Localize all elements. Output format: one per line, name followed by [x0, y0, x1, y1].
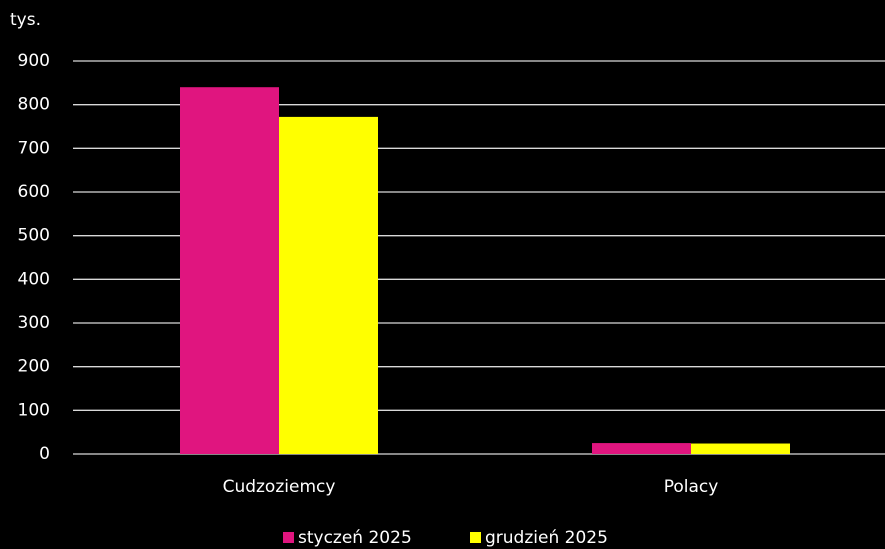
- y-tick-label: 800: [18, 95, 50, 115]
- y-tick-label: 500: [18, 226, 50, 246]
- x-tick-label: Cudzoziemcy: [223, 477, 336, 497]
- y-tick-label: 600: [18, 182, 50, 202]
- y-tick-label: 200: [18, 357, 50, 377]
- y-tick-label: 100: [18, 400, 50, 420]
- y-tick-label: 700: [18, 138, 50, 158]
- y-axis-label: tys.: [10, 10, 41, 30]
- legend-label: styczeń 2025: [298, 528, 412, 548]
- bar: [691, 443, 790, 454]
- y-tick-label: 900: [18, 51, 50, 71]
- legend-swatch: [283, 532, 294, 543]
- y-tick-label: 0: [39, 444, 50, 464]
- x-tick-label: Polacy: [664, 477, 719, 497]
- y-tick-label: 400: [18, 269, 50, 289]
- legend-label: grudzień 2025: [485, 528, 608, 548]
- y-tick-label: 300: [18, 313, 50, 333]
- legend-swatch: [470, 532, 481, 543]
- bar: [279, 116, 378, 454]
- bar: [180, 87, 279, 454]
- bar: [592, 443, 691, 454]
